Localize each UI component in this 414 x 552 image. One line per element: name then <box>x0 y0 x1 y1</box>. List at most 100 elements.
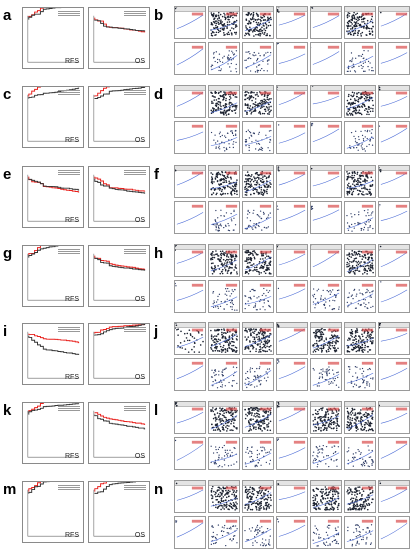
scatter-dot <box>358 113 360 115</box>
scatter-cell <box>276 42 308 75</box>
scatter-dot <box>230 187 232 189</box>
scatter-dot <box>370 139 371 140</box>
scatter-dot <box>225 180 227 182</box>
scatter-dot <box>351 52 352 53</box>
correlation-annotation <box>260 172 271 175</box>
scatter-dot <box>278 166 280 168</box>
fit-line <box>279 133 305 144</box>
panel-letter-km: g <box>3 246 12 261</box>
scatter-dot <box>370 266 372 268</box>
scatter-dot <box>245 33 247 35</box>
scatter-dot <box>261 255 263 257</box>
km-plot-right: OS <box>88 166 150 228</box>
scatter-dot <box>260 33 262 35</box>
fit-line <box>177 49 203 65</box>
scatter-dot <box>347 176 349 178</box>
scatter-dot <box>348 177 350 179</box>
scatter-dot <box>249 150 250 151</box>
scatter-dot <box>258 215 259 216</box>
correlation-annotation <box>396 172 407 175</box>
scatter-dot <box>259 267 261 269</box>
scatter-dot <box>268 113 270 115</box>
scatter-dot <box>217 14 219 16</box>
scatter-dot <box>269 139 270 140</box>
scatter-dot <box>353 271 355 273</box>
scatter-points <box>345 122 375 153</box>
scatter-dot <box>216 146 217 147</box>
scatter-dot <box>361 228 362 229</box>
scatter-dot <box>229 66 230 67</box>
panel-letter-scatter: d <box>154 87 163 102</box>
scatter-dot <box>248 33 250 35</box>
scatter-dot <box>225 94 227 96</box>
scatter-dot <box>250 181 252 183</box>
scatter-dot <box>225 269 227 271</box>
scatter-dot <box>351 230 352 231</box>
scatter-dot <box>266 265 268 267</box>
scatter-dot <box>356 173 358 175</box>
scatter-dot <box>369 144 370 145</box>
scatter-dot <box>234 188 236 190</box>
scatter-dot <box>354 98 356 100</box>
scatter-dot <box>234 190 236 192</box>
scatter-points <box>175 122 205 153</box>
scatter-dot <box>233 218 234 219</box>
scatter-dot <box>258 65 259 66</box>
scatter-dot <box>361 105 363 107</box>
scatter-dot <box>350 22 352 24</box>
scatter-dot <box>350 114 352 116</box>
scatter-dot <box>222 135 223 136</box>
scatter-dot <box>369 69 370 70</box>
scatter-dot <box>363 57 364 58</box>
scatter-dot <box>359 109 361 111</box>
scatter-dot <box>380 12 382 14</box>
scatter-dot <box>350 34 352 36</box>
scatter-dot <box>223 111 225 113</box>
scatter-points <box>345 245 375 276</box>
scatter-dot <box>354 214 355 215</box>
scatter-dot <box>365 100 367 102</box>
scatter-dot <box>233 135 234 136</box>
scatter-dot <box>219 148 220 149</box>
correlation-annotation <box>260 13 271 16</box>
scatter-dot <box>364 223 365 224</box>
scatter-dot <box>232 52 233 53</box>
correlation-annotation <box>260 205 271 208</box>
scatter-dot <box>312 208 313 209</box>
scatter-dot <box>267 60 268 61</box>
scatter-dot <box>213 52 214 53</box>
km-plot-right: OS <box>88 245 150 307</box>
scatter-dot <box>261 102 263 104</box>
scatter-dot <box>260 70 261 71</box>
scatter-dot <box>250 220 251 221</box>
scatter-dot <box>217 140 218 141</box>
correlation-annotation <box>226 46 237 49</box>
scatter-dot <box>223 253 225 255</box>
scatter-dot <box>354 171 356 173</box>
scatter-dot <box>259 273 261 275</box>
scatter-dot <box>260 55 261 56</box>
scatter-dot <box>362 180 364 182</box>
correlation-annotation <box>328 46 339 49</box>
scatter-dot <box>232 256 234 258</box>
scatter-dot <box>251 185 253 187</box>
scatter-dot <box>261 100 263 102</box>
scatter-dot <box>351 193 353 195</box>
scatter-dot <box>252 270 254 272</box>
scatter-cell <box>208 85 240 118</box>
scatter-cell <box>174 42 206 75</box>
scatter-dot <box>246 260 248 262</box>
scatter-dot <box>233 28 235 30</box>
scatter-dot <box>350 213 351 214</box>
scatter-dot <box>232 190 234 192</box>
scatter-dot <box>251 174 253 176</box>
scatter-dot <box>247 105 249 107</box>
scatter-cell <box>310 85 342 118</box>
scatter-dot <box>265 257 267 259</box>
scatter-dot <box>363 138 364 139</box>
scatter-dot <box>269 130 270 131</box>
scatter-dot <box>352 192 354 194</box>
scatter-dot <box>234 258 236 260</box>
scatter-dot <box>231 51 232 52</box>
scatter-dot <box>245 178 247 180</box>
